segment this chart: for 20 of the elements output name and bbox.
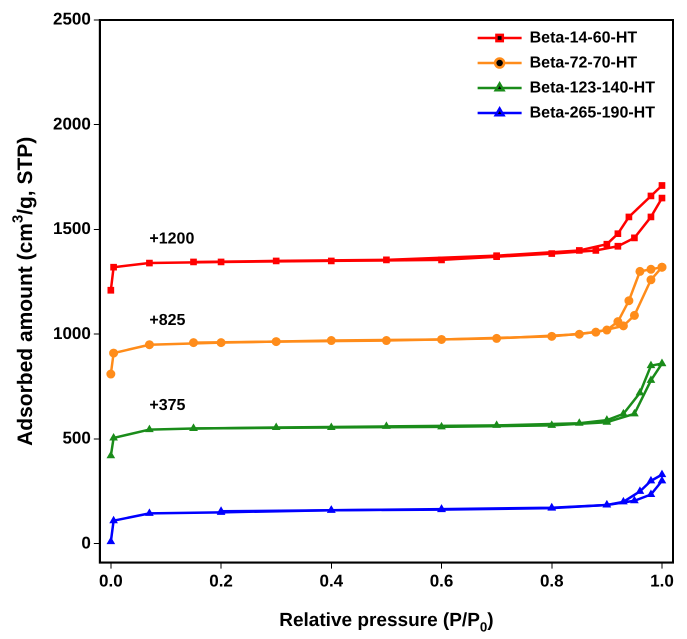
y-tick-label: 1000	[52, 324, 91, 343]
legend-label: Beta-72-70-HT	[530, 54, 638, 72]
y-tick-label: 500	[62, 428, 91, 448]
annotation: +375	[149, 396, 186, 414]
annotation: +825	[149, 312, 186, 330]
y-tick-label: 0	[81, 533, 91, 552]
x-tick-label: 1.0	[650, 571, 674, 590]
y-tick-label: 2500	[52, 10, 91, 29]
x-tick-label: 0.4	[319, 571, 344, 590]
legend-label: Beta-14-60-HT	[530, 29, 638, 46]
x-tick-label: 0.2	[209, 571, 233, 590]
annotation: +1200	[149, 230, 194, 248]
y-tick-label: 1500	[52, 219, 91, 238]
legend-label: Beta-123-140-HT	[530, 79, 656, 96]
x-tick-label: 0.6	[430, 571, 454, 590]
legend-label: Beta-265-190-HT	[530, 104, 656, 122]
x-tick-label: 0.8	[540, 571, 564, 590]
y-axis-title: Adsorbed amount (cm3/g, STP)	[10, 136, 37, 446]
x-tick-label: 0.0	[99, 571, 123, 590]
y-tick-label: 2000	[52, 114, 91, 134]
